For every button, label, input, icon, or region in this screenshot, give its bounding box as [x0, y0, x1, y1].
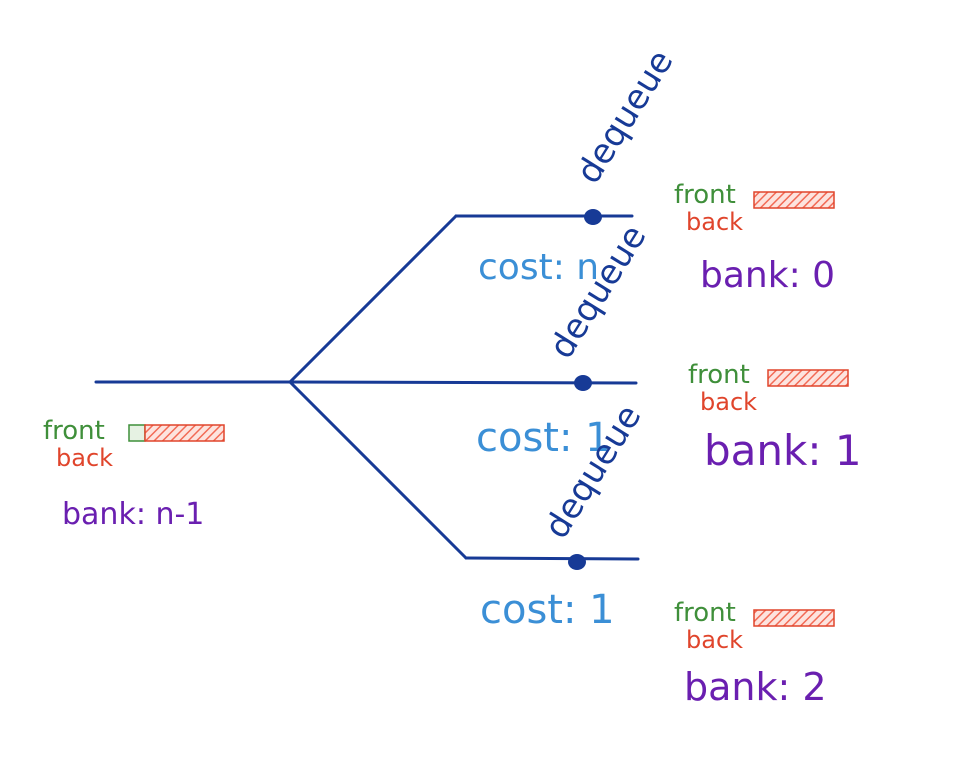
- branch-1-queue-bar: [767, 369, 849, 387]
- branch-1-back-label: back: [700, 388, 758, 416]
- edge-to-branch-2: [288, 380, 468, 560]
- root-queue-front-box: [128, 424, 146, 442]
- branch-2-line: [464, 556, 640, 561]
- branch-0-queue-bar: [753, 191, 835, 209]
- dequeue-dot-1: [574, 375, 592, 391]
- branch-1-front-label: front: [688, 360, 750, 390]
- branch-0-back-label: back: [686, 208, 744, 236]
- branch-1-bank-label: bank: 1: [704, 426, 862, 475]
- edge-to-branch-0: [288, 214, 458, 384]
- branch-2-bank-label: bank: 2: [684, 665, 827, 709]
- branch-2-front-label: front: [674, 598, 736, 628]
- branch-0-cost-label: cost: n: [478, 247, 600, 288]
- dequeue-dot-0: [584, 209, 602, 225]
- branch-2-cost-label: cost: 1: [480, 587, 615, 633]
- root-bank-label: bank: n-1: [62, 497, 205, 532]
- dequeue-dot-2: [568, 554, 586, 570]
- branch-2-back-label: back: [686, 626, 744, 654]
- branch-0-front-label: front: [674, 180, 736, 210]
- root-front-label: front: [43, 416, 105, 446]
- branch-1-cost-label: cost: 1: [476, 415, 611, 461]
- root-back-label: back: [56, 444, 114, 472]
- root-queue-back-bar: [144, 424, 225, 442]
- branch-0-bank-label: bank: 0: [700, 255, 836, 296]
- branch-2-queue-bar: [753, 609, 835, 627]
